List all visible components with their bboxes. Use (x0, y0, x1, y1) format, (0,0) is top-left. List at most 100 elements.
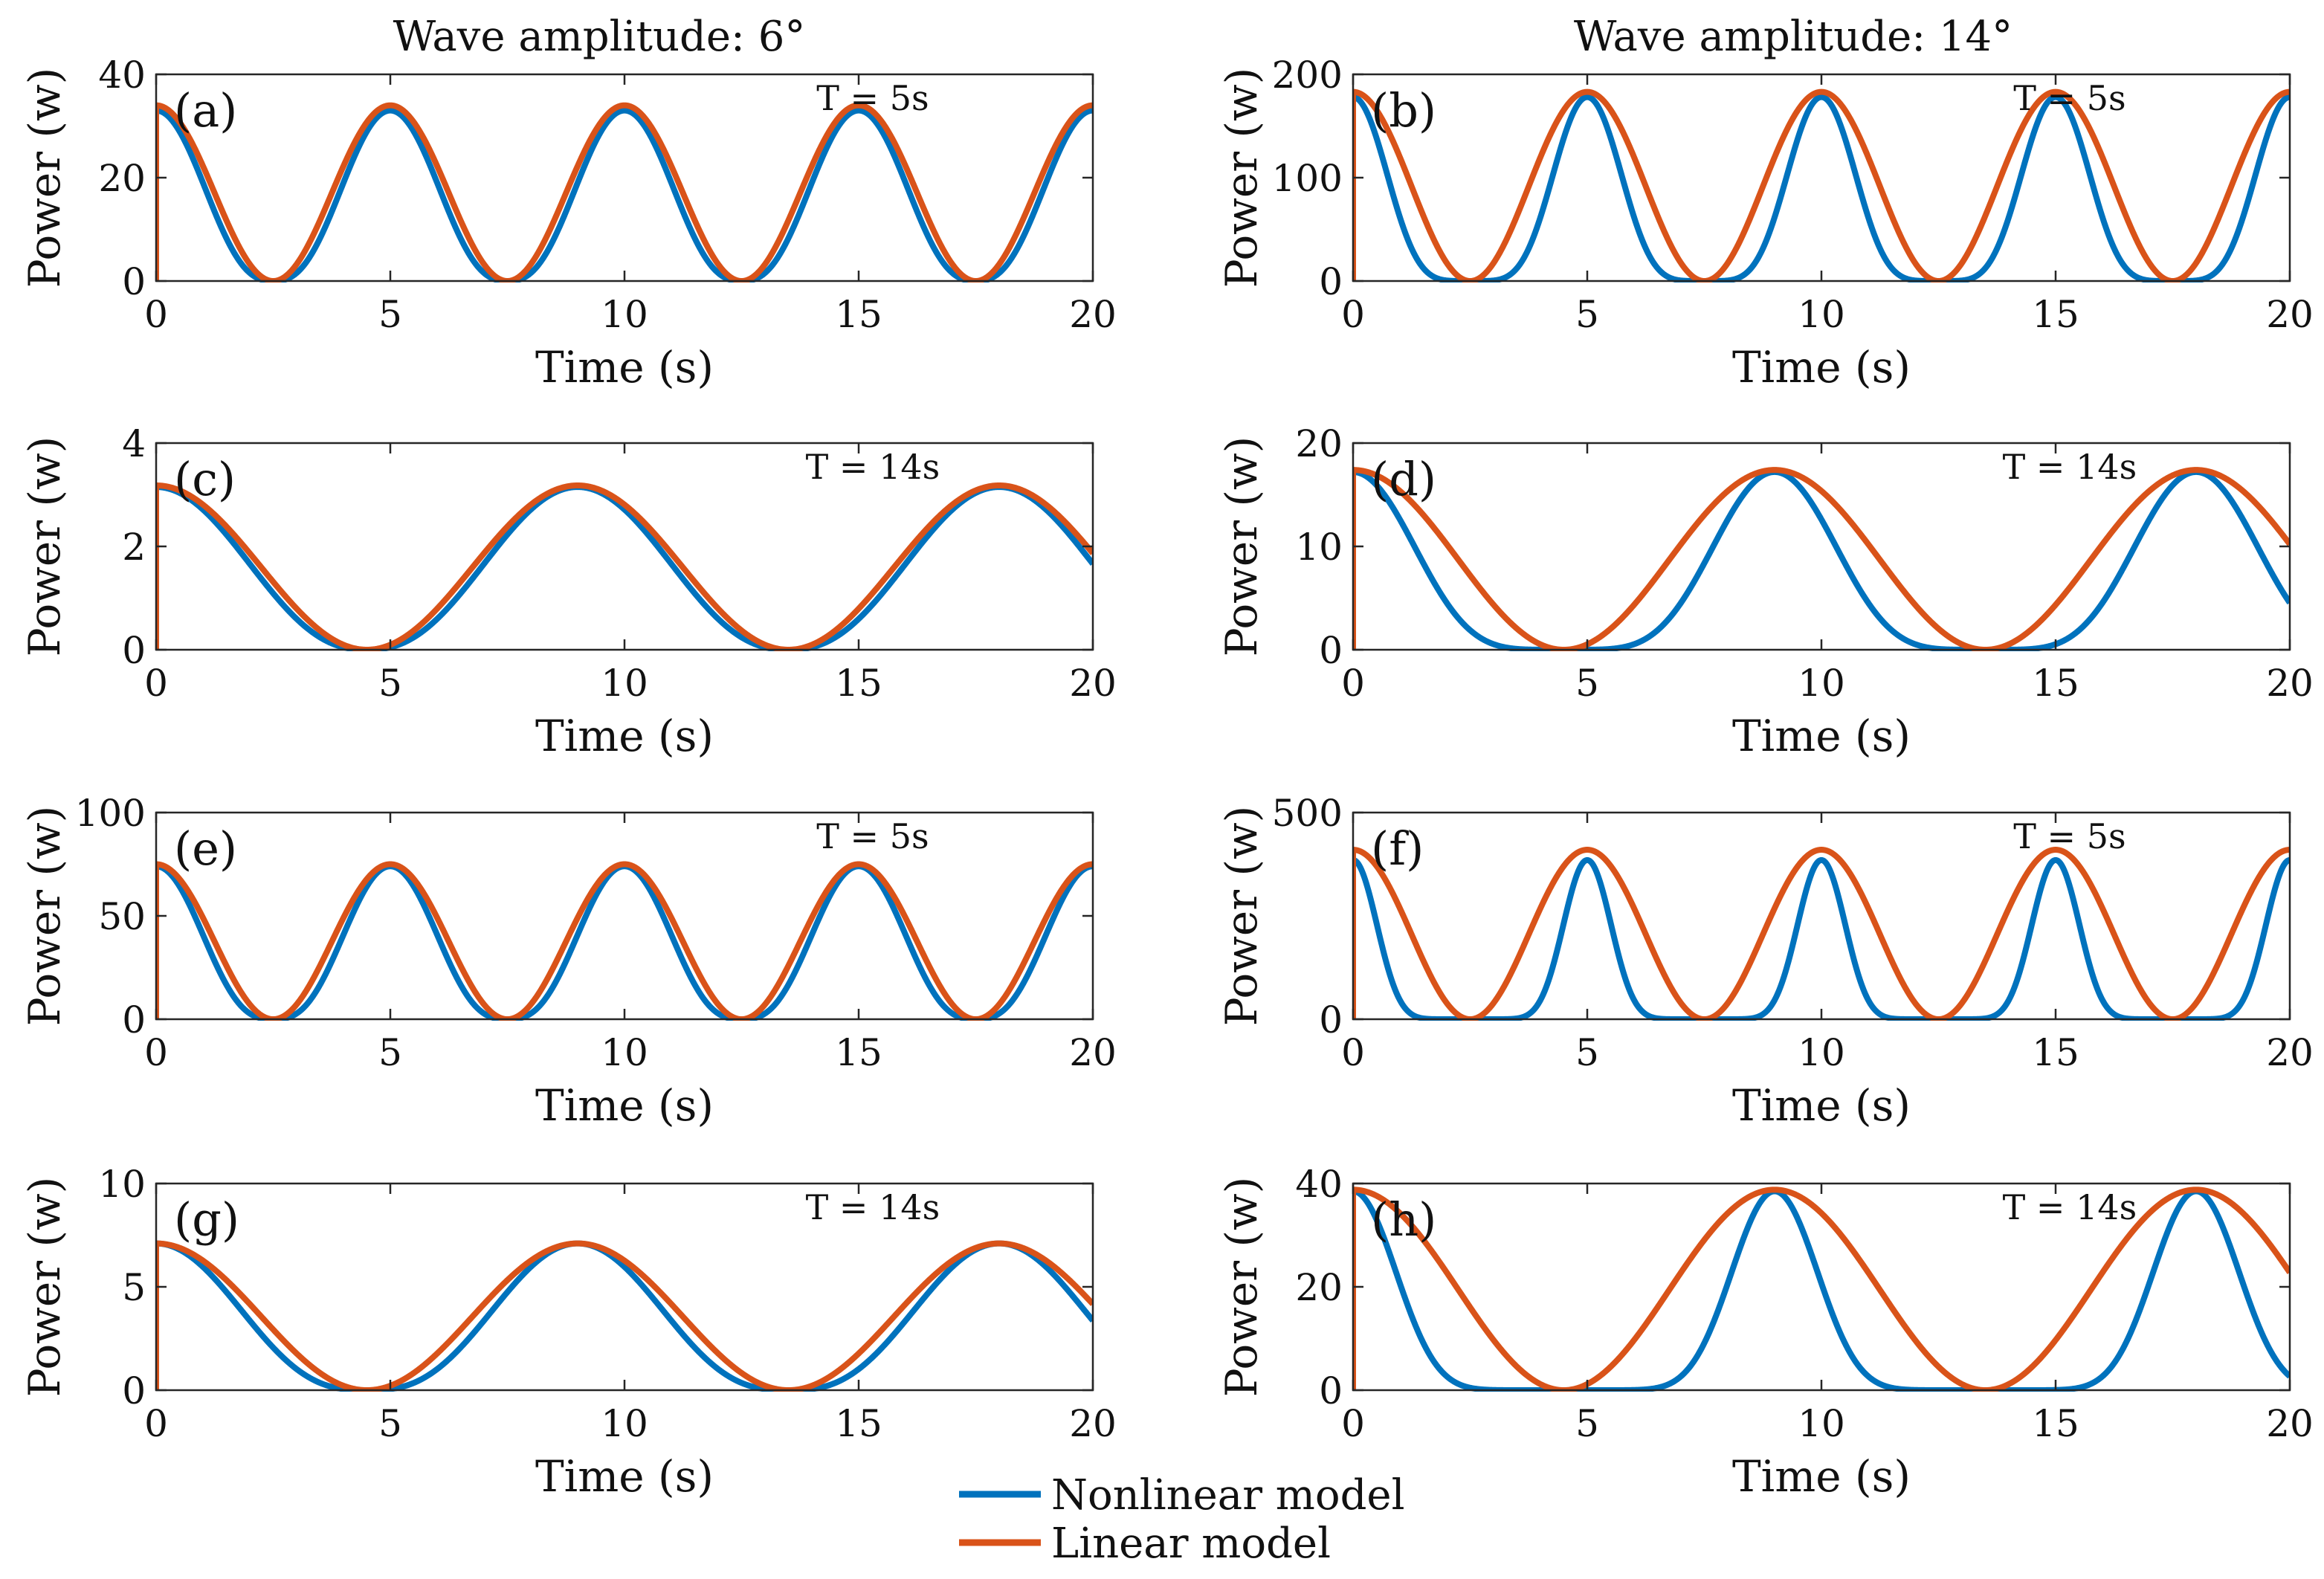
x-tick-label: 10 (1798, 662, 1845, 705)
x-tick-label: 20 (1069, 1031, 1117, 1074)
y-axis-label: Power (w) (19, 68, 70, 288)
series-line-nonlinear-c (156, 484, 1093, 651)
x-tick-label: 15 (2032, 1402, 2079, 1445)
x-axis-label: Time (s) (535, 1080, 714, 1131)
series-line-linear-f (1353, 847, 2290, 1021)
x-tick-label: 0 (1341, 293, 1365, 336)
y-tick-label: 100 (75, 792, 146, 835)
period-annotation: T = 14s (806, 447, 940, 487)
x-tick-label: 5 (378, 1402, 402, 1445)
y-axis-label: Power (w) (1216, 806, 1267, 1027)
series-line-nonlinear-d (1353, 468, 2290, 651)
series-line-nonlinear-b (1353, 94, 2290, 282)
x-tick-label: 20 (2266, 1402, 2314, 1445)
x-tick-label: 10 (601, 1402, 648, 1445)
x-tick-label: 15 (835, 1031, 882, 1074)
x-tick-label: 10 (601, 662, 648, 705)
y-tick-label: 20 (1295, 1266, 1343, 1309)
series-line-nonlinear-a (156, 107, 1093, 282)
y-tick-label: 0 (1319, 1369, 1343, 1412)
x-tick-label: 15 (835, 293, 882, 336)
y-tick-label: 10 (98, 1163, 146, 1206)
panel-label: (g) (174, 1192, 239, 1247)
panel-label: (f) (1371, 821, 1424, 876)
y-tick-label: 0 (122, 1369, 146, 1412)
x-axis-label: Time (s) (1732, 711, 1911, 761)
period-annotation: T = 14s (2003, 1187, 2137, 1227)
x-tick-label: 20 (2266, 662, 2314, 705)
panel-label: (a) (174, 83, 237, 138)
y-tick-label: 10 (1295, 526, 1343, 569)
x-axis-label: Time (s) (1732, 342, 1911, 393)
x-tick-label: 0 (1341, 1402, 1365, 1445)
period-annotation: T = 5s (816, 78, 929, 118)
x-tick-label: 5 (378, 662, 402, 705)
x-tick-label: 15 (2032, 662, 2079, 705)
y-tick-label: 0 (122, 998, 146, 1042)
panel-label: (c) (174, 452, 236, 506)
y-axis-label: Power (w) (19, 806, 70, 1027)
legend: Nonlinear model Linear model (959, 1471, 1404, 1568)
x-tick-label: 5 (1575, 293, 1599, 336)
panel-c: 0 5 10 15 20 0 2 4 Time (s) Power (w) (c) T = 14s (19, 422, 1117, 761)
y-tick-label: 4 (122, 422, 146, 465)
series-line-linear-e (156, 861, 1093, 1021)
series-line-linear-g (156, 1240, 1093, 1392)
period-annotation: T = 5s (816, 816, 929, 856)
x-axis-label: Time (s) (535, 711, 714, 761)
y-tick-label: 2 (122, 526, 146, 569)
series-line-linear-c (156, 482, 1093, 651)
x-tick-label: 15 (2032, 293, 2079, 336)
x-tick-label: 5 (1575, 1031, 1599, 1074)
y-axis-label: Power (w) (1216, 1177, 1267, 1398)
panel-label: (d) (1371, 452, 1436, 506)
y-axis-label: Power (w) (19, 1177, 70, 1398)
y-tick-label: 5 (122, 1266, 146, 1309)
panel-label: (e) (174, 821, 237, 876)
x-tick-label: 20 (2266, 293, 2314, 336)
period-annotation: T = 5s (2013, 78, 2126, 118)
x-axis-label: Time (s) (535, 1451, 714, 1502)
x-tick-label: 10 (1798, 293, 1845, 336)
y-tick-label: 0 (1319, 998, 1343, 1042)
x-tick-label: 20 (2266, 1031, 2314, 1074)
panel-h: 0 5 10 15 20 0 20 40 Time (s) Power (w) (h) T = 14s (1216, 1163, 2314, 1502)
y-tick-label: 500 (1272, 792, 1343, 835)
x-tick-label: 5 (378, 293, 402, 336)
x-tick-label: 0 (144, 662, 168, 705)
x-tick-label: 0 (144, 293, 168, 336)
y-tick-label: 40 (98, 54, 146, 97)
y-tick-label: 0 (122, 260, 146, 303)
panel-f: 0 5 10 15 20 0 500 Time (s) Power (w) (f) T = 5s (1216, 792, 2314, 1131)
x-tick-label: 10 (1798, 1402, 1845, 1445)
x-axis-label: Time (s) (1732, 1080, 1911, 1131)
panel-d: 0 5 10 15 20 0 10 20 Time (s) Power (w) (d) T = 14s (1216, 422, 2314, 761)
column-title-right: Wave amplitude: 14° (1574, 13, 2012, 61)
x-tick-label: 20 (1069, 293, 1117, 336)
x-tick-label: 10 (601, 293, 648, 336)
x-tick-label: 15 (835, 1402, 882, 1445)
y-tick-label: 0 (1319, 629, 1343, 672)
panel-label: (h) (1371, 1192, 1436, 1247)
x-tick-label: 20 (1069, 1402, 1117, 1445)
y-tick-label: 200 (1272, 54, 1343, 97)
x-tick-label: 10 (601, 1031, 648, 1074)
period-annotation: T = 14s (2003, 447, 2137, 487)
panel-label: (b) (1371, 83, 1436, 138)
column-title-left: Wave amplitude: 6° (393, 13, 806, 61)
period-annotation: T = 5s (2013, 816, 2126, 856)
y-tick-label: 0 (1319, 260, 1343, 303)
y-tick-label: 20 (1295, 422, 1343, 465)
y-axis-label: Power (w) (1216, 436, 1267, 657)
y-tick-label: 50 (98, 895, 146, 938)
x-tick-label: 0 (144, 1402, 168, 1445)
series-line-linear-h (1353, 1186, 2290, 1392)
x-tick-label: 15 (835, 662, 882, 705)
x-tick-label: 15 (2032, 1031, 2079, 1074)
x-axis-label: Time (s) (535, 342, 714, 393)
y-tick-label: 20 (98, 157, 146, 200)
